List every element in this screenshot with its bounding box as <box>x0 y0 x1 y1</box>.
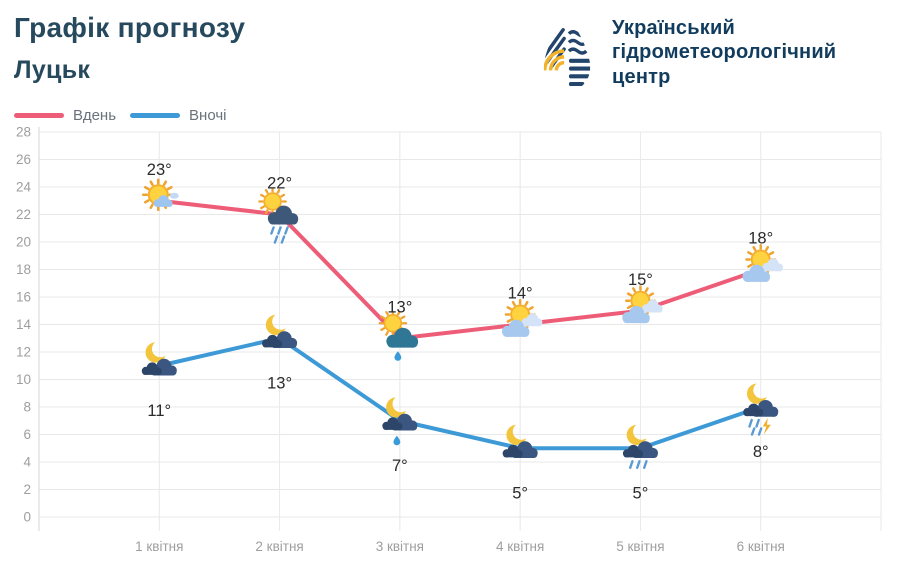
y-tick-label: 2 <box>23 482 31 497</box>
legend-item-day[interactable]: Вдень <box>14 107 116 124</box>
x-tick-label: 6 квітня <box>737 539 785 554</box>
y-tick-label: 24 <box>16 180 32 195</box>
temp-label: 13° <box>267 374 292 392</box>
temp-label: 15° <box>628 271 653 289</box>
temp-label: 8° <box>753 443 769 461</box>
x-tick-label: 3 квітня <box>376 539 424 554</box>
sun-cloud-icon <box>502 300 543 337</box>
org-logo: Український гідрометеорологічний центр <box>538 12 836 94</box>
y-tick-label: 0 <box>23 510 31 525</box>
y-tick-label: 10 <box>16 372 31 387</box>
series-line-day <box>157 198 763 341</box>
legend-item-night[interactable]: Вночі <box>130 107 226 124</box>
org-name-line3: центр <box>612 65 671 88</box>
temp-label: 23° <box>147 161 172 179</box>
y-tick-label: 12 <box>16 345 31 360</box>
legend-swatch-night <box>130 113 181 118</box>
water-drop-logo-icon <box>543 28 591 87</box>
y-tick-label: 4 <box>23 455 31 470</box>
temp-label: 18° <box>748 230 773 248</box>
legend-swatch-day <box>14 113 64 118</box>
legend-label-day: Вдень <box>73 107 117 124</box>
x-tick-label: 4 квітня <box>496 539 544 554</box>
chart-legend: Вдень Вночі <box>14 107 226 124</box>
y-tick-label: 14 <box>16 317 32 332</box>
y-tick-label: 6 <box>23 427 31 442</box>
series-line-night <box>157 336 763 451</box>
y-tick-label: 20 <box>16 235 31 250</box>
x-tick-label: 5 квітня <box>616 539 664 554</box>
x-tick-label: 2 квітня <box>255 539 303 554</box>
y-tick-label: 26 <box>16 152 31 167</box>
legend-label-night: Вночі <box>189 107 227 124</box>
temp-label: 22° <box>267 175 292 193</box>
y-tick-label: 8 <box>23 400 31 415</box>
y-tick-label: 22 <box>16 207 31 222</box>
org-name-line2: гідрометеорологічний <box>612 41 837 64</box>
y-tick-label: 18 <box>16 262 31 277</box>
y-tick-label: 28 <box>16 125 31 140</box>
y-tick-label: 16 <box>16 290 31 305</box>
org-name-line1: Український <box>612 17 735 39</box>
x-tick-label: 1 квітня <box>135 539 183 554</box>
page-title: Графік прогнозу <box>14 12 246 43</box>
city-name: Луцьк <box>14 56 91 84</box>
temp-label: 13° <box>387 298 412 316</box>
temp-label: 5° <box>633 484 649 502</box>
temp-label: 11° <box>147 402 171 420</box>
org-name: Український гідрометеорологічний центр <box>612 16 836 89</box>
sun-cloud-icon <box>743 245 784 282</box>
temp-label: 7° <box>392 457 408 475</box>
temp-label: 14° <box>508 285 533 303</box>
sun-small-cloud-icon <box>143 180 179 210</box>
sun-rain-dark-icon <box>259 188 298 242</box>
sun-cloud-icon <box>622 287 663 324</box>
temp-label: 5° <box>512 484 528 502</box>
